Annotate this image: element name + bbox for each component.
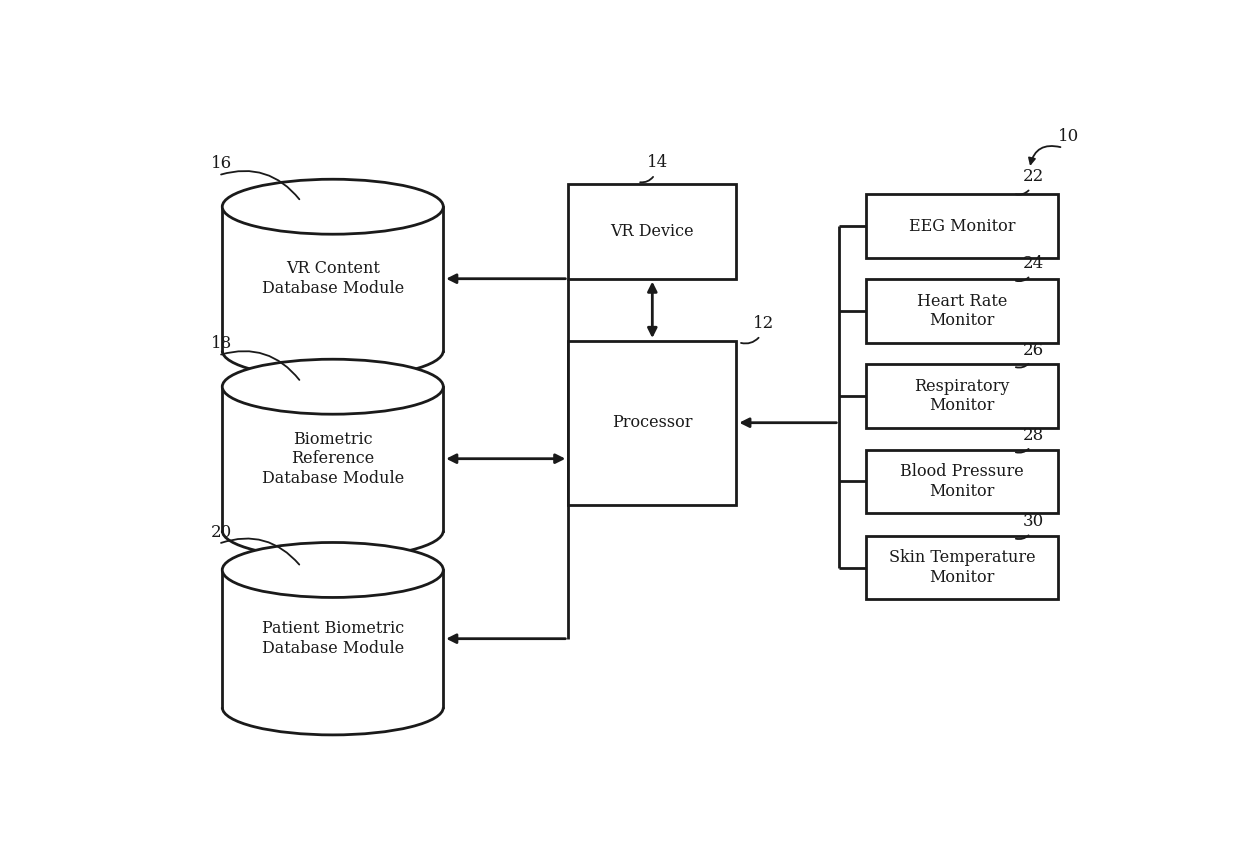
Text: 22: 22 bbox=[1023, 168, 1044, 185]
Ellipse shape bbox=[222, 179, 444, 235]
Bar bbox=[568, 184, 737, 279]
Text: 24: 24 bbox=[1023, 255, 1044, 272]
Text: 12: 12 bbox=[753, 315, 774, 332]
Ellipse shape bbox=[222, 542, 444, 598]
Text: Respiratory
Monitor: Respiratory Monitor bbox=[915, 378, 1009, 415]
Text: 28: 28 bbox=[1023, 427, 1044, 444]
Bar bbox=[222, 570, 444, 707]
Text: 18: 18 bbox=[211, 335, 232, 352]
Text: 16: 16 bbox=[211, 155, 232, 172]
Bar bbox=[866, 536, 1058, 599]
Text: Skin Temperature
Monitor: Skin Temperature Monitor bbox=[889, 549, 1035, 586]
Ellipse shape bbox=[222, 360, 444, 414]
Bar bbox=[222, 387, 444, 530]
Text: 20: 20 bbox=[211, 524, 232, 541]
Bar bbox=[222, 207, 444, 351]
Text: VR Device: VR Device bbox=[610, 223, 694, 240]
Text: 10: 10 bbox=[1058, 128, 1080, 144]
Text: Patient Biometric
Database Module: Patient Biometric Database Module bbox=[262, 620, 404, 657]
Text: Processor: Processor bbox=[613, 414, 693, 431]
Text: 30: 30 bbox=[1023, 513, 1044, 530]
Text: Biometric
Reference
Database Module: Biometric Reference Database Module bbox=[262, 431, 404, 487]
Text: EEG Monitor: EEG Monitor bbox=[909, 218, 1016, 235]
Text: 26: 26 bbox=[1023, 342, 1044, 359]
Bar bbox=[866, 450, 1058, 513]
Bar bbox=[866, 280, 1058, 343]
Bar bbox=[866, 195, 1058, 258]
Bar bbox=[568, 341, 737, 505]
Text: Blood Pressure
Monitor: Blood Pressure Monitor bbox=[900, 463, 1024, 500]
Bar bbox=[866, 365, 1058, 428]
Text: 14: 14 bbox=[647, 155, 668, 172]
Text: Heart Rate
Monitor: Heart Rate Monitor bbox=[918, 292, 1007, 330]
Text: VR Content
Database Module: VR Content Database Module bbox=[262, 260, 404, 297]
